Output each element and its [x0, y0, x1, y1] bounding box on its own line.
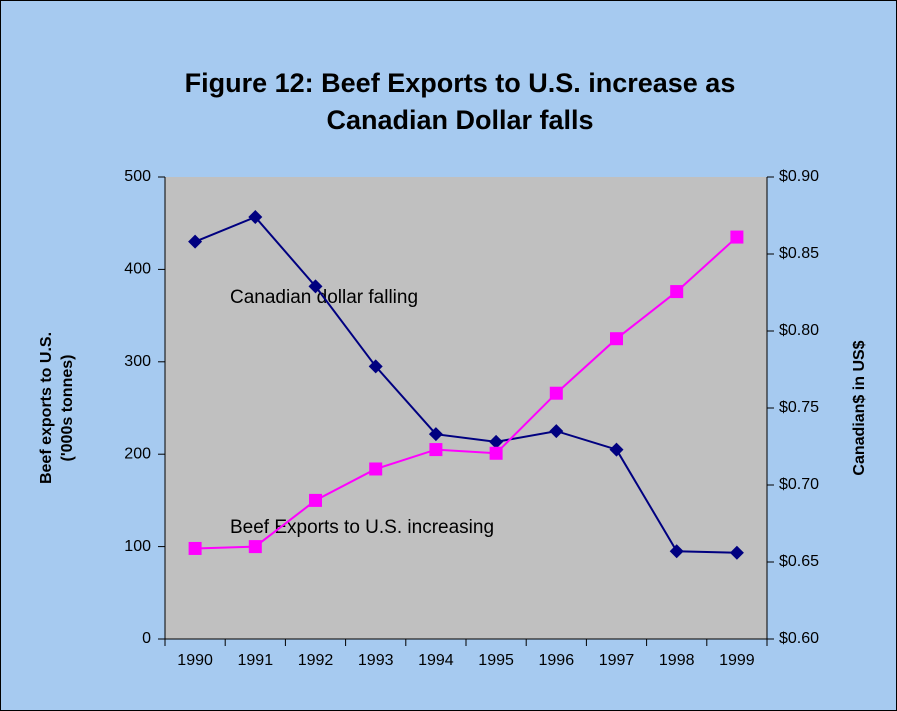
y2-tick-label: $0.60 — [779, 630, 819, 647]
y-tick-label: 200 — [124, 445, 151, 462]
marker — [248, 540, 262, 554]
series-line — [194, 215, 737, 554]
plot-area — [165, 177, 767, 639]
marker — [188, 541, 202, 555]
chart-title: Canadian Dollar falls — [326, 105, 593, 135]
x-tick-label: 1996 — [539, 652, 575, 669]
y2-axis-label: Canadian$ in US$ — [851, 340, 868, 475]
x-tick-label: 1990 — [177, 652, 213, 669]
y-axis-label: ('000s tonnes) — [59, 355, 76, 462]
y2-tick-label: $0.65 — [779, 553, 819, 570]
y-tick-label: 100 — [124, 538, 151, 555]
marker — [308, 279, 323, 294]
y-tick-label: 400 — [124, 261, 151, 278]
marker — [429, 443, 443, 457]
annotation: Beef Exports to U.S. increasing — [230, 517, 494, 538]
x-tick-label: 1999 — [719, 652, 755, 669]
marker — [730, 230, 744, 244]
marker — [549, 424, 564, 439]
marker — [609, 442, 624, 457]
y2-tick-label: $0.70 — [779, 476, 819, 493]
x-tick-label: 1992 — [298, 652, 334, 669]
marker — [188, 234, 203, 249]
marker — [368, 359, 383, 374]
marker — [309, 493, 322, 507]
marker — [610, 332, 623, 346]
series-line — [195, 236, 738, 550]
marker — [489, 434, 504, 449]
x-tick-label: 1997 — [599, 652, 635, 669]
y-tick-label: 300 — [124, 353, 151, 370]
marker — [489, 446, 503, 460]
y2-tick-label: $0.80 — [779, 322, 819, 339]
marker — [670, 285, 684, 299]
marker — [729, 545, 744, 560]
marker — [669, 544, 684, 559]
marker — [248, 210, 263, 225]
x-tick-label: 1991 — [238, 652, 274, 669]
x-tick-label: 1998 — [659, 652, 695, 669]
y-axis-label: Beef exports to U.S. — [38, 332, 55, 484]
x-tick-label: 1994 — [418, 652, 454, 669]
marker — [428, 427, 443, 442]
marker — [369, 462, 383, 476]
marker — [549, 386, 563, 400]
y2-tick-label: $0.90 — [779, 168, 819, 185]
y-tick-label: 500 — [124, 168, 151, 185]
x-tick-label: 1993 — [358, 652, 394, 669]
y2-tick-label: $0.85 — [779, 245, 819, 262]
x-tick-label: 1995 — [478, 652, 514, 669]
chart-title: Figure 12: Beef Exports to U.S. increase… — [185, 68, 736, 98]
y-tick-label: 0 — [142, 630, 151, 647]
y2-tick-label: $0.75 — [779, 399, 819, 416]
